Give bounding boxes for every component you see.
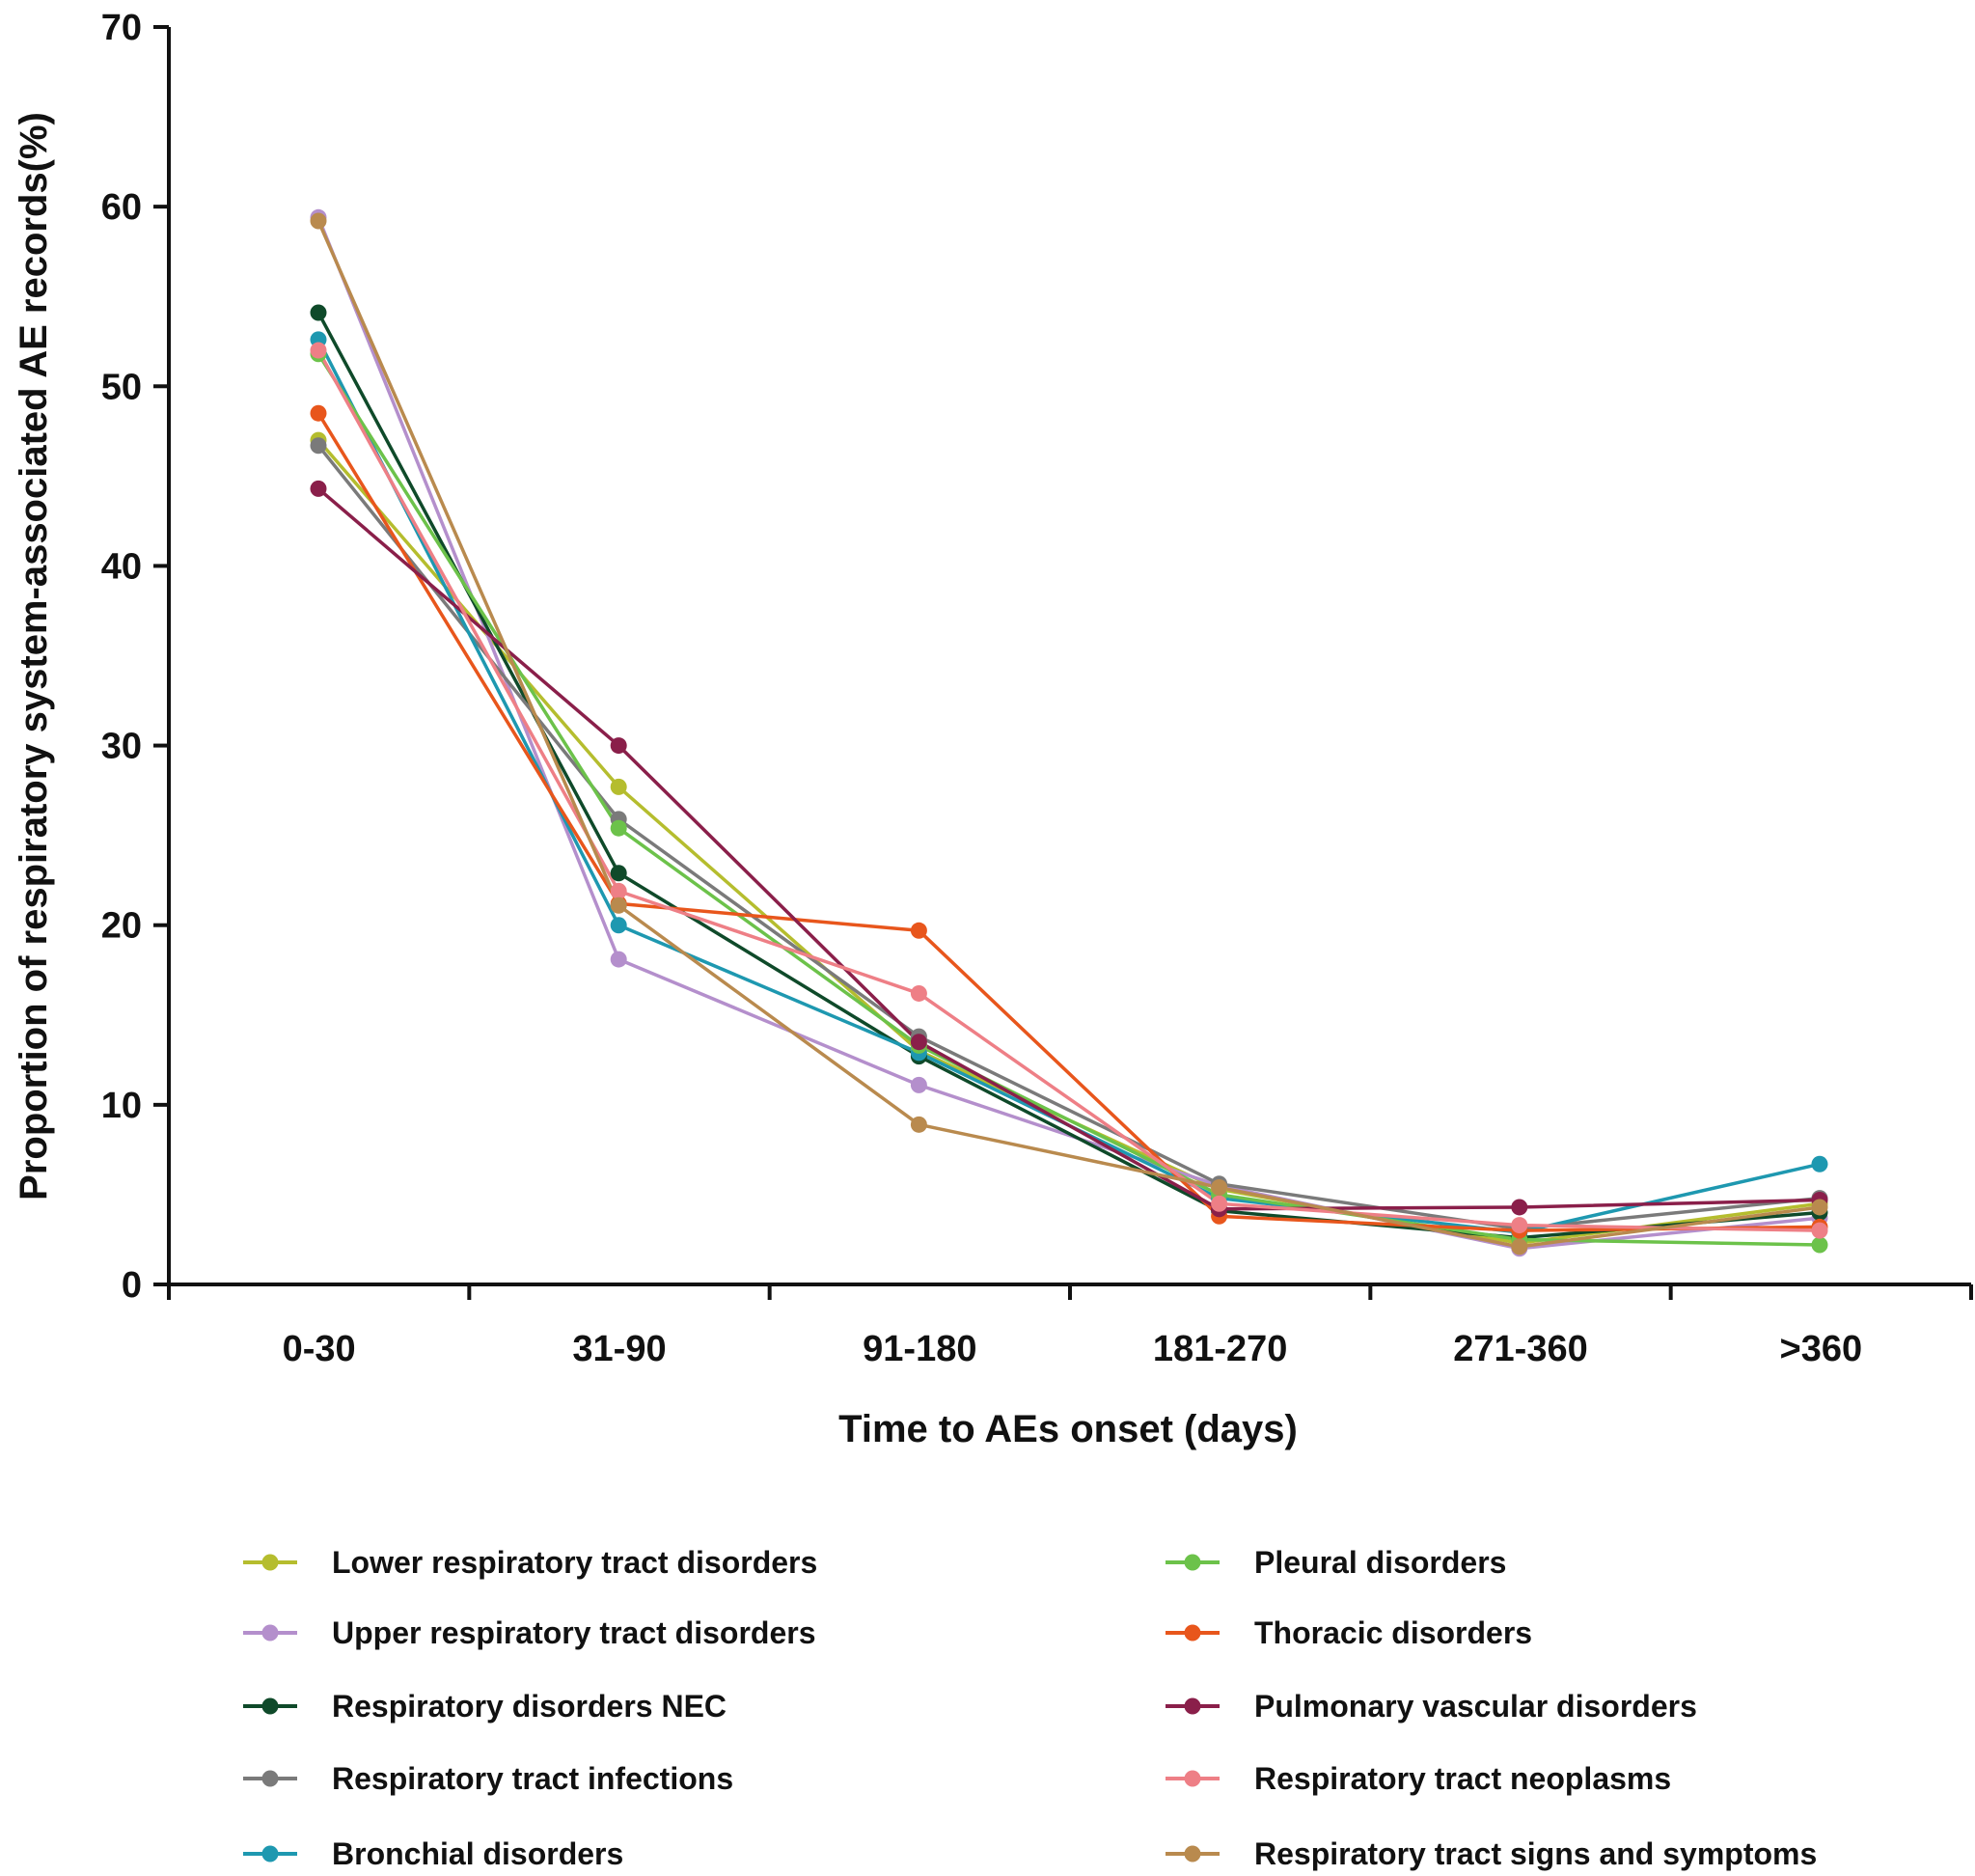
y-ticks: 0 10 20 30 40 50 60 70 [101,8,169,1306]
legend-marker [1184,1554,1201,1571]
y-tick-label: 50 [101,367,142,407]
legend-item: Respiratory tract neoplasms [1166,1761,1671,1796]
legend-marker [261,1845,279,1862]
x-tick-label: 181-270 [1153,1329,1287,1369]
legend-marker [1184,1770,1201,1787]
legend-label: Thoracic disorders [1254,1615,1532,1650]
series-line-lower-respiratory-tract-disorders [316,438,1821,1245]
x-tick-label: 271-360 [1453,1329,1587,1369]
data-point-respiratory-tract-signs-and-symptoms [310,212,327,230]
legend-marker [261,1554,279,1571]
y-tick-label: 0 [122,1265,142,1306]
series-lines [316,216,1821,1251]
legend-label: Respiratory tract neoplasms [1254,1761,1671,1796]
legend-label: Pleural disorders [1254,1545,1506,1580]
legend-label: Pulmonary vascular disorders [1254,1689,1697,1724]
data-point-thoracic-disorders [310,404,327,422]
data-point-bronchial-disorders [610,917,627,934]
x-axis-title: Time to AEs onset (days) [838,1408,1298,1450]
legend-marker [1184,1845,1201,1862]
legend-marker [261,1770,279,1787]
data-point-pulmonary-vascular-disorders [1511,1199,1528,1216]
x-tick-label: >360 [1780,1329,1863,1369]
legend-item: Lower respiratory tract disorders [243,1545,817,1580]
legend-marker [1184,1697,1201,1715]
data-point-bronchial-disorders [1811,1155,1828,1172]
legend-item: Respiratory tract signs and symptoms [1166,1836,1817,1871]
x-tick-label: 0-30 [283,1329,356,1369]
y-tick-label: 10 [101,1086,142,1126]
y-tick-label: 70 [101,8,142,48]
legend-item: Respiratory tract infections [243,1761,733,1796]
data-point-pulmonary-vascular-disorders [310,480,327,497]
data-point-respiratory-tract-neoplasms [310,342,327,359]
data-point-respiratory-disorders-nec [610,865,627,882]
data-point-respiratory-tract-neoplasms [910,984,927,1002]
data-point-respiratory-tract-neoplasms [1211,1195,1228,1212]
data-point-respiratory-tract-neoplasms [610,882,627,899]
series-line-respiratory-tract-signs-and-symptoms [316,220,1821,1249]
series-line-thoracic-disorders [316,412,1821,1232]
legend: Lower respiratory tract disorders Upper r… [243,1545,1817,1871]
y-tick-label: 30 [101,727,142,767]
legend-label: Bronchial disorders [332,1836,623,1871]
legend-label: Upper respiratory tract disorders [332,1615,816,1650]
data-point-pleural-disorders [1811,1236,1828,1254]
legend-item: Thoracic disorders [1166,1615,1532,1650]
legend-marker [261,1624,279,1642]
data-point-thoracic-disorders [910,922,927,939]
y-tick-label: 40 [101,546,142,587]
legend-item: Pleural disorders [1166,1545,1506,1580]
data-point-pulmonary-vascular-disorders [910,1034,927,1051]
legend-item: Respiratory disorders NEC [243,1689,727,1724]
data-point-respiratory-tract-signs-and-symptoms [610,897,627,914]
data-point-respiratory-tract-signs-and-symptoms [1211,1178,1228,1196]
legend-item: Upper respiratory tract disorders [243,1615,816,1650]
legend-label: Respiratory disorders NEC [332,1689,727,1724]
data-point-pleural-disorders [610,819,627,837]
series-line-respiratory-tract-neoplasms [316,349,1821,1232]
data-point-pulmonary-vascular-disorders [610,737,627,755]
y-axis-title: Proportion of respiratory system-associa… [13,112,55,1200]
data-point-lower-respiratory-tract-disorders [610,778,627,795]
data-point-respiratory-tract-neoplasms [1811,1222,1828,1239]
data-point-respiratory-disorders-nec [310,304,327,321]
data-point-respiratory-tract-signs-and-symptoms [1811,1199,1828,1216]
axes [167,27,1971,1286]
y-tick-label: 20 [101,906,142,947]
legend-label: Respiratory tract infections [332,1761,733,1796]
legend-label: Respiratory tract signs and symptoms [1254,1836,1817,1871]
series-line-respiratory-tract-infections [316,444,1821,1231]
legend-item: Bronchial disorders [243,1836,623,1871]
legend-label: Lower respiratory tract disorders [332,1545,817,1580]
series-points [310,208,1828,1257]
x-tick-label: 91-180 [863,1329,976,1369]
legend-marker [261,1697,279,1715]
data-point-respiratory-tract-neoplasms [1511,1217,1528,1234]
y-tick-label: 60 [101,187,142,228]
legend-item: Pulmonary vascular disorders [1166,1689,1697,1724]
legend-marker [1184,1624,1201,1642]
data-point-respiratory-tract-signs-and-symptoms [1511,1238,1528,1255]
series-line-respiratory-disorders-nec [316,312,1821,1240]
series-line-pulmonary-vascular-disorders [316,487,1821,1211]
data-point-respiratory-tract-infections [310,437,327,455]
x-ticks: 0-30 31-90 91-180 181-270 271-360 >360 [167,1284,1973,1369]
x-tick-label: 31-90 [572,1329,666,1369]
data-point-respiratory-tract-signs-and-symptoms [910,1116,927,1133]
data-point-upper-respiratory-tract-disorders [910,1076,927,1093]
data-point-upper-respiratory-tract-disorders [610,951,627,968]
